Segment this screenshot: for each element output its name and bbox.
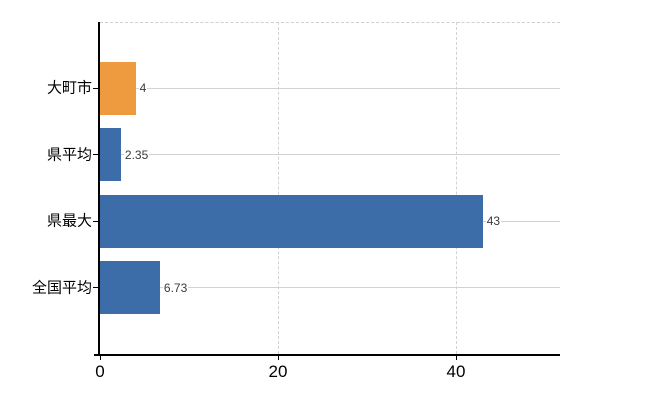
bar (100, 61, 136, 115)
category-label: 県平均 (46, 146, 92, 164)
horizontal-gridline (100, 287, 560, 289)
value-label: 4 (138, 81, 148, 96)
y-tick-mark (93, 154, 98, 156)
bar (100, 128, 121, 182)
category-label: 県最大 (46, 212, 92, 230)
bar (100, 194, 483, 248)
horizontal-gridline (100, 87, 560, 89)
plot-top-border (100, 22, 560, 23)
x-tick-label: 0 (95, 362, 105, 381)
x-axis-line (94, 354, 560, 356)
value-label: 43 (485, 214, 502, 229)
category-label: 大町市 (46, 79, 92, 97)
value-label: 2.35 (123, 147, 150, 162)
horizontal-gridline (100, 154, 560, 156)
plot-area: 4 2.35 43 6.73 (100, 22, 560, 354)
category-label: 全国平均 (31, 279, 92, 297)
vertical-gridline (456, 22, 457, 354)
bar (100, 261, 160, 315)
y-tick-mark (93, 87, 98, 89)
x-tick-label: 20 (268, 362, 288, 381)
x-tick-mark (456, 356, 457, 360)
x-tick-mark (278, 356, 279, 360)
y-tick-mark (93, 287, 98, 289)
vertical-gridline (278, 22, 279, 354)
value-label: 6.73 (162, 280, 189, 295)
y-axis-line (98, 22, 100, 356)
y-tick-mark (93, 220, 98, 222)
x-tick-label: 40 (446, 362, 466, 381)
x-tick-mark (100, 356, 101, 360)
